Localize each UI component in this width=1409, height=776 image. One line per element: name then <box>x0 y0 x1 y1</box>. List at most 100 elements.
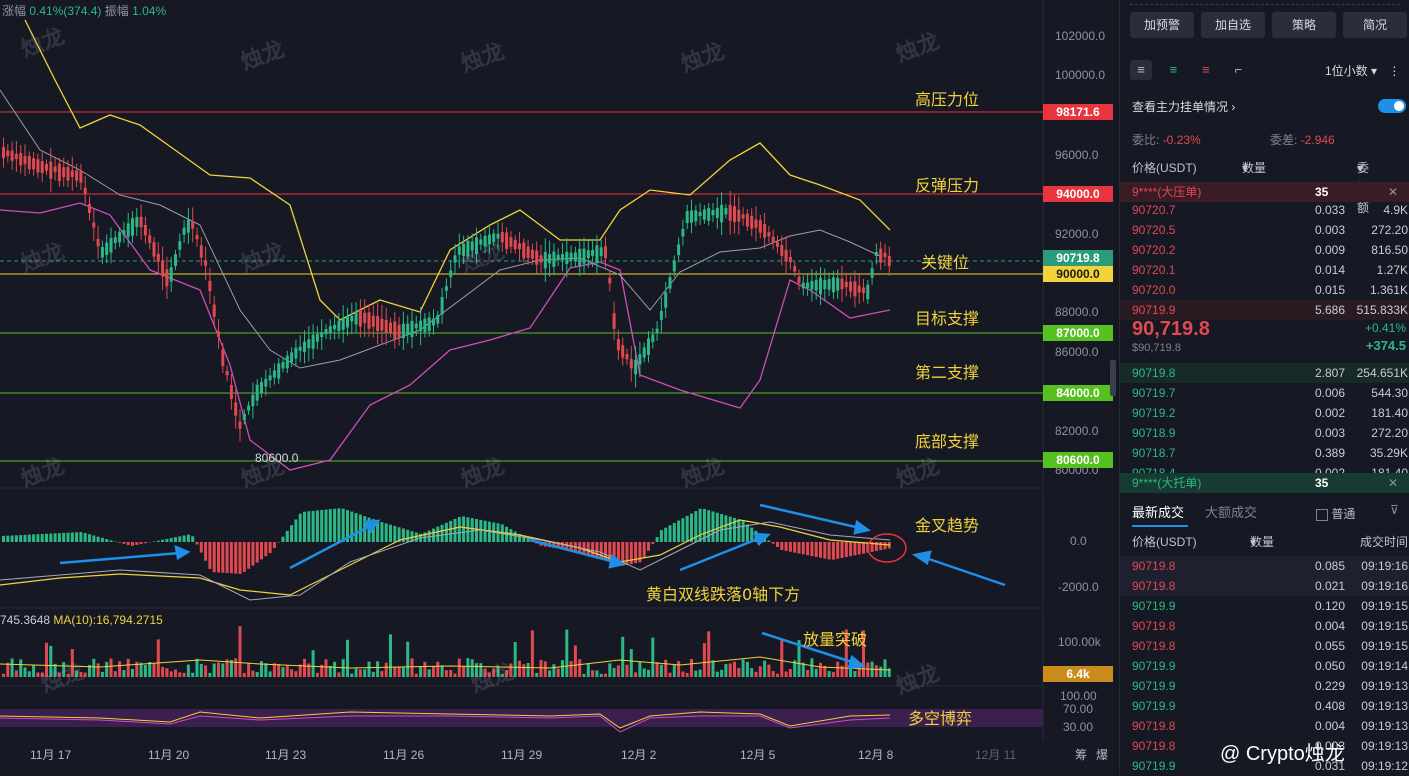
volume-bar <box>191 673 194 677</box>
filter-icon[interactable]: ⊽ <box>1390 503 1399 517</box>
trades-header: 价格(USDT) 数量(BTC) ▾ 成交时间 <box>1120 532 1409 552</box>
decimal-select[interactable]: 1位小数 ▾ ⋮ <box>1325 62 1400 79</box>
bid-banner[interactable]: 9****(大托单) 35 ✕ <box>1120 473 1409 493</box>
volume-bar <box>613 668 616 677</box>
tab-latest-trades[interactable]: 最新成交 <box>1132 502 1184 521</box>
volume-bar <box>436 662 439 677</box>
macd-bar <box>772 542 775 544</box>
macd-bar <box>217 542 220 572</box>
close-icon[interactable]: ✕ <box>1388 473 1398 493</box>
macd-bar <box>15 535 18 542</box>
orderbook-bids-icon[interactable]: ≡ <box>1162 62 1184 77</box>
panel-collapse-handle[interactable] <box>1110 360 1116 396</box>
volume-bar <box>660 665 663 677</box>
candle <box>144 225 147 235</box>
candle <box>742 214 745 218</box>
volume-bar <box>385 663 388 677</box>
candle <box>604 246 607 258</box>
candle <box>626 354 629 359</box>
top-divider <box>1130 4 1400 5</box>
macd-bar <box>527 539 530 542</box>
volume-bar <box>785 671 788 677</box>
normal-checkbox[interactable]: 普通 <box>1316 505 1355 522</box>
trade-qty-header[interactable]: 数量(BTC) ▾ <box>1250 532 1256 552</box>
candle <box>810 281 813 289</box>
tab-large-trades[interactable]: 大额成交 <box>1205 502 1257 521</box>
macd-bar <box>230 542 233 573</box>
candle <box>67 167 70 180</box>
chip-button[interactable]: 筹 <box>1075 746 1087 763</box>
macd-bar <box>879 542 882 550</box>
macd-bar <box>660 530 663 542</box>
candle <box>716 208 719 218</box>
candle <box>208 281 211 291</box>
macd-bar <box>131 542 134 546</box>
macd-bar <box>45 534 48 542</box>
candle <box>49 162 52 179</box>
more-icon[interactable]: ⋮ <box>1388 64 1400 78</box>
ask-banner[interactable]: 9****(大压单) 35 ✕ <box>1120 182 1409 202</box>
candle <box>303 342 306 352</box>
candle <box>165 269 168 286</box>
amplitude-label: 振幅 <box>105 4 129 18</box>
macd-bar <box>226 542 229 573</box>
macd-bar <box>445 523 448 542</box>
candle <box>746 214 749 227</box>
macd-bar <box>385 523 388 542</box>
candle <box>204 261 207 266</box>
add-alert-button[interactable]: 加预警 <box>1130 12 1194 38</box>
main-orders-toggle[interactable] <box>1378 99 1406 113</box>
candle <box>789 257 792 262</box>
candle <box>97 239 100 246</box>
candle <box>110 238 113 253</box>
close-icon[interactable]: ✕ <box>1388 182 1398 202</box>
add-watchlist-button[interactable]: 加自选 <box>1201 12 1265 38</box>
volume-bar <box>694 671 697 677</box>
row-price: 90719.9 <box>1132 596 1175 616</box>
candle <box>243 414 246 420</box>
orderbook-both-icon[interactable]: ≡ <box>1130 60 1152 80</box>
macd-bar <box>49 534 52 542</box>
volume-bar <box>282 667 285 677</box>
volume-ma-left: 745.3648 <box>0 613 50 627</box>
macd-bar <box>79 532 82 542</box>
macd-bar <box>269 542 272 553</box>
candle <box>273 370 276 377</box>
candle <box>6 150 9 156</box>
chart-area[interactable]: 烛龙 烛龙 烛龙 烛龙 烛龙 烛龙 烛龙 烛龙 烛龙 烛龙 烛龙 烛龙 烛龙 烛… <box>0 0 1115 775</box>
qty-header[interactable]: 数量 (BTC) ▾ <box>1242 158 1248 178</box>
total-header[interactable]: 委托额 ▾ <box>1357 158 1363 178</box>
volume-bar <box>630 649 633 677</box>
liquidation-button[interactable]: 爆 <box>1096 746 1108 763</box>
volume-bar <box>720 670 723 677</box>
candlestick-chart[interactable] <box>0 0 1115 775</box>
commission-ratio: 委比: -0.23% <box>1132 131 1201 148</box>
expand-icon[interactable]: ⌐ <box>1227 62 1249 77</box>
volume-bar <box>565 630 568 677</box>
orderbook-asks-icon[interactable]: ≡ <box>1195 62 1217 77</box>
overview-button[interactable]: 简况 <box>1343 12 1407 38</box>
view-main-orders-link[interactable]: 查看主力挂单情况 › <box>1132 98 1235 115</box>
candle <box>88 204 91 213</box>
strategy-button[interactable]: 策略 <box>1272 12 1336 38</box>
